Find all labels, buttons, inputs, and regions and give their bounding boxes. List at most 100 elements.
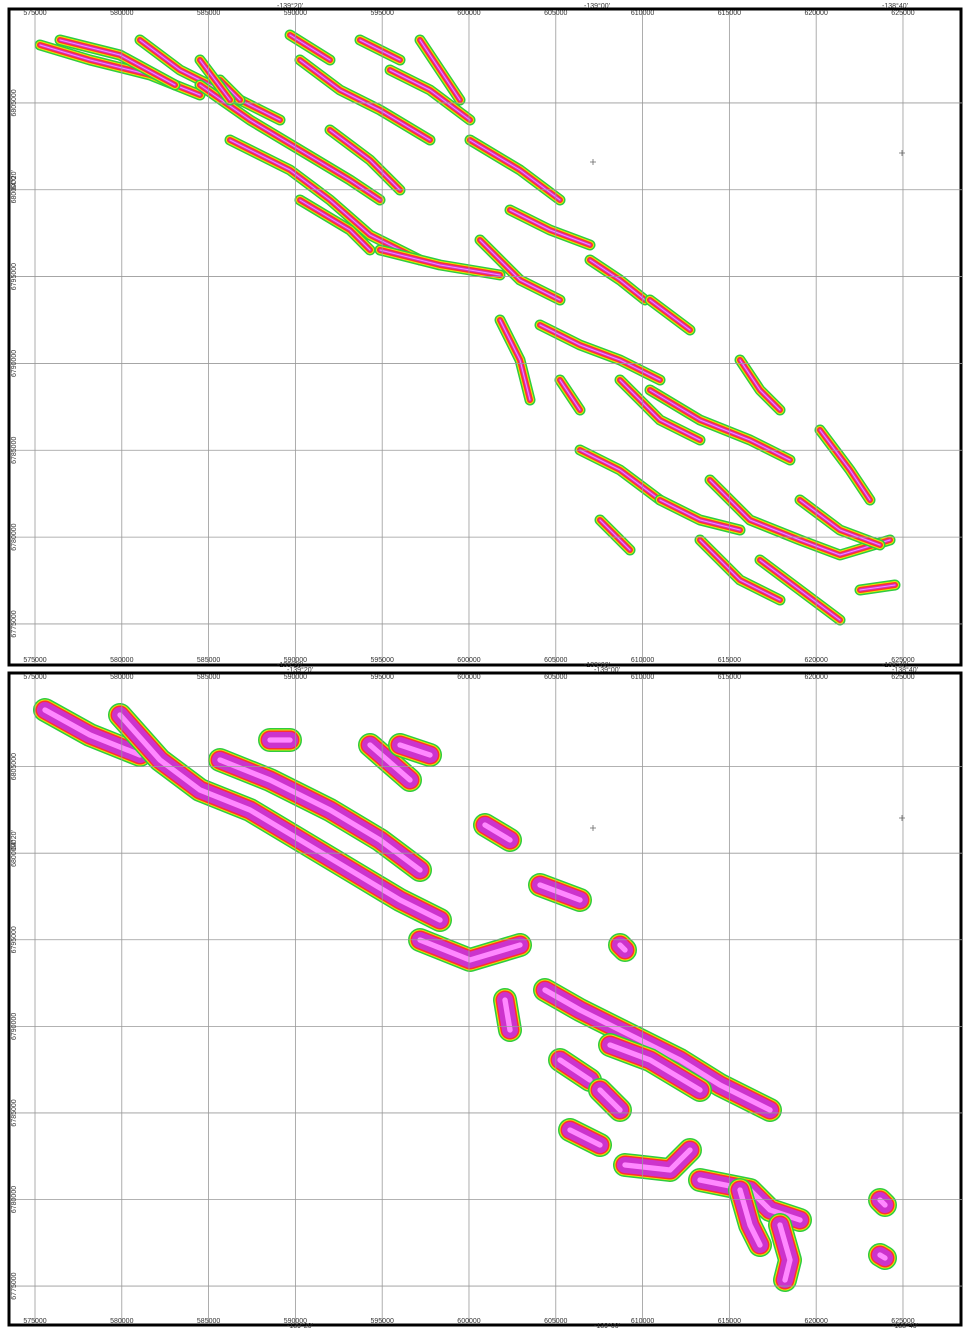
x-tick-label: 575000 [23, 1318, 46, 1325]
anomaly [299, 199, 371, 251]
x-tick-label: 585000 [197, 657, 220, 664]
y-tick-label: 6780000 [11, 1186, 18, 1213]
x-tick-label: 610000 [631, 674, 654, 681]
anomaly [367, 742, 413, 783]
x-tick-label: 625000 [891, 657, 914, 664]
anomaly [619, 379, 701, 441]
longitude-label: -139°00' [584, 661, 610, 669]
anomaly [599, 519, 631, 551]
anomaly [567, 1127, 603, 1148]
x-tick-label: 610000 [631, 657, 654, 664]
y-tick-label: 6805000 [11, 89, 18, 116]
x-tick-label: 620000 [804, 674, 827, 681]
x-tick-label: 625000 [891, 10, 914, 17]
anomaly [417, 937, 523, 963]
x-tick-label: 600000 [457, 10, 480, 17]
y-tick-label: 6790000 [11, 350, 18, 377]
x-tick-label: 595000 [371, 1318, 394, 1325]
x-tick-label: 600000 [457, 674, 480, 681]
anomaly [499, 319, 531, 401]
x-tick-label: 620000 [804, 10, 827, 17]
x-tick-label: 575000 [23, 10, 46, 17]
x-tick-label: 615000 [718, 1318, 741, 1325]
anomaly [859, 584, 896, 591]
x-tick-label: 605000 [544, 674, 567, 681]
x-tick-label: 580000 [110, 1318, 133, 1325]
anomaly [289, 34, 331, 61]
y-tick-label: 6775000 [11, 610, 18, 637]
y-tick-label: 6795000 [11, 926, 18, 953]
panel-frame [7, 671, 963, 1327]
anomaly [597, 1087, 623, 1113]
anomaly [737, 1187, 763, 1248]
anomaly [579, 449, 661, 501]
anomaly [419, 39, 461, 101]
x-tick-label: 590000 [284, 657, 307, 664]
x-tick-label: 620000 [804, 1318, 827, 1325]
anomaly [819, 429, 871, 501]
longitude-label: -138°40' [892, 1322, 918, 1329]
graticule-cross [899, 150, 905, 156]
longitude-label: -139°20' [277, 2, 303, 10]
anomaly [659, 499, 741, 531]
x-tick-label: 625000 [891, 1318, 914, 1325]
x-tick-label: 585000 [197, 674, 220, 681]
x-tick-label: 590000 [284, 1318, 307, 1325]
y-tick-label: 6785000 [11, 1099, 18, 1126]
anomaly [389, 69, 471, 121]
anomaly [699, 539, 781, 601]
y-tick-label: 6805000 [11, 753, 18, 780]
x-tick-label: 580000 [110, 657, 133, 664]
anomaly [559, 379, 581, 411]
longitude-label: -139°20' [277, 661, 303, 669]
graticule-cross [590, 159, 596, 165]
anomaly [479, 239, 561, 301]
x-tick-label: 595000 [371, 674, 394, 681]
x-tick-label: 625000 [891, 674, 914, 681]
y-tick-label: 6775000 [11, 1272, 18, 1299]
anomaly [42, 707, 143, 758]
anomaly [379, 249, 501, 276]
x-tick-label: 590000 [284, 674, 307, 681]
anomaly [739, 359, 781, 411]
longitude-label: -139°20' [287, 666, 313, 674]
longitude-label: -138°40' [892, 666, 918, 674]
anomaly [799, 499, 881, 546]
x-tick-label: 580000 [110, 674, 133, 681]
x-tick-label: 585000 [197, 10, 220, 17]
anomaly [509, 209, 591, 246]
anomaly [199, 84, 381, 201]
anomaly [617, 942, 628, 953]
anomaly [607, 1042, 703, 1093]
x-tick-label: 605000 [544, 1318, 567, 1325]
x-tick-label: 615000 [718, 657, 741, 664]
graticule-cross [899, 815, 905, 821]
anomaly [117, 712, 443, 923]
x-tick-label: 575000 [23, 674, 46, 681]
x-tick-label: 600000 [457, 657, 480, 664]
anomaly [877, 1197, 888, 1208]
anomaly [709, 479, 891, 556]
longitude-label: -139°00' [594, 1322, 620, 1329]
anomaly [482, 822, 513, 843]
longitude-label: -139°20' [287, 1322, 313, 1329]
anomaly [539, 324, 661, 381]
y-tick-label: 6790000 [11, 1013, 18, 1040]
anomaly [397, 742, 433, 758]
x-tick-label: 600000 [457, 1318, 480, 1325]
longitude-label: -139°00' [594, 666, 620, 674]
anomaly [649, 299, 691, 331]
longitude-label: -139°00' [584, 2, 610, 10]
anomaly [299, 59, 431, 141]
anomaly [217, 757, 423, 873]
x-tick-label: 590000 [284, 10, 307, 17]
y-tick-label: 6780000 [11, 523, 18, 550]
panel-frame [7, 7, 963, 667]
anomaly [229, 139, 421, 261]
longitude-label: -138°40' [882, 2, 908, 10]
anomaly [777, 1222, 793, 1283]
x-tick-label: 595000 [371, 10, 394, 17]
x-tick-label: 620000 [804, 657, 827, 664]
anomaly [557, 1057, 593, 1083]
